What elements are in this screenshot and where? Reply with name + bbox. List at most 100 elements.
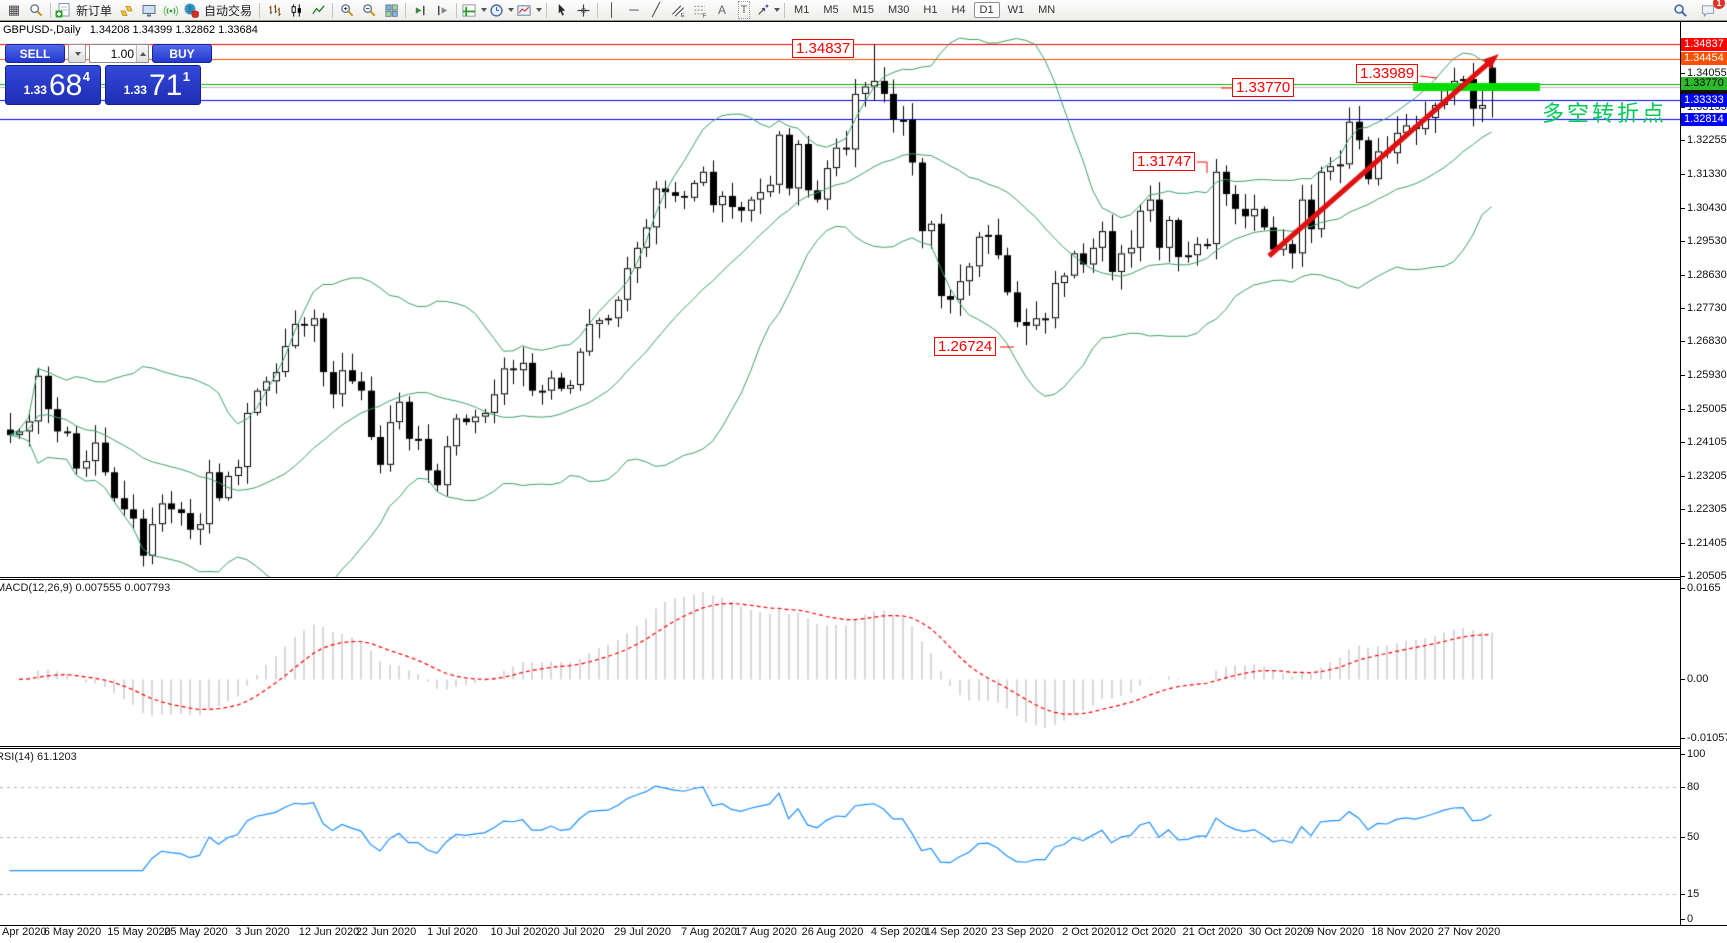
text-label-tool-icon[interactable]: T <box>733 1 755 19</box>
timeframe-strip: M1 M5 M15 M30 H1 H4 D1 W1 MN <box>788 2 1061 18</box>
trendline-tool-icon[interactable]: ╱ <box>652 2 660 17</box>
price-callout-box[interactable]: 1.26724 <box>934 337 997 356</box>
profiles-icon[interactable] <box>25 1 47 19</box>
price-callout-box[interactable]: 1.34837 <box>792 39 855 58</box>
price-callout-box[interactable]: 1.31747 <box>1133 152 1196 171</box>
date-tick-label: 21 Oct 2020 <box>1182 926 1243 938</box>
date-tick-label: 23 Sep 2020 <box>991 926 1054 938</box>
rsi-axis-label: 0 <box>1681 913 1693 925</box>
price-tick-label: 1.34055 <box>1681 67 1727 79</box>
price-callout-box[interactable]: 1.33770 <box>1232 78 1295 97</box>
search-icon[interactable] <box>1669 1 1691 19</box>
fibonacci-tool-icon[interactable]: F <box>689 1 711 19</box>
chevron-down-icon <box>536 8 543 12</box>
deposit-icon[interactable] <box>116 1 138 19</box>
date-tick-label: 12 Jun 2020 <box>298 926 360 938</box>
panel-dropdown-button[interactable] <box>68 44 86 63</box>
crosshair-tool-icon[interactable] <box>572 1 594 19</box>
buy-price-main: 71 <box>148 69 183 102</box>
auto-scroll-icon[interactable] <box>409 1 431 19</box>
rsi-panel-canvas[interactable] <box>0 748 1680 925</box>
macd-axis-label: 0.0165 <box>1681 582 1721 594</box>
timeframe-button-m30[interactable]: M30 <box>888 4 910 16</box>
timeframe-button-w1[interactable]: W1 <box>1007 4 1025 16</box>
date-tick-label: 12 Oct 2020 <box>1116 926 1176 938</box>
price-tick-label: 1.21405 <box>1681 537 1727 549</box>
zoom-out-icon[interactable] <box>358 1 380 19</box>
timeframe-button-d1[interactable]: D1 <box>973 2 1000 18</box>
main-macd-separator2[interactable] <box>0 579 1680 580</box>
indicators-menu-button[interactable] <box>460 1 488 19</box>
rsi-axis-label: 100 <box>1681 748 1705 760</box>
new-chart-icon[interactable]: ▦ <box>7 2 21 17</box>
tile-windows-icon[interactable] <box>380 1 402 19</box>
price-tick-label: 1.31330 <box>1681 168 1727 180</box>
main-chart-canvas[interactable] <box>0 21 1680 577</box>
volume-input[interactable] <box>90 46 136 61</box>
toolbar: ▦ 新订单 自动交易 <box>0 0 1727 21</box>
date-tick-label: 25 May 2020 <box>164 926 228 938</box>
level-price-label: 1.32814 <box>1681 112 1727 126</box>
macd-panel-canvas[interactable] <box>0 580 1680 746</box>
candlestick-mode-icon[interactable] <box>285 1 307 19</box>
chat-icon[interactable]: 1 <box>1697 0 1725 19</box>
level-price-label: 1.33770 <box>1681 77 1727 91</box>
sell-price-main: 68 <box>48 69 83 102</box>
periods-menu-button[interactable] <box>488 1 515 19</box>
rsi-axis-label: 80 <box>1681 781 1699 793</box>
timeframe-button-m15[interactable]: M15 <box>852 4 874 16</box>
date-tick-label: 1 Jul 2020 <box>427 926 478 938</box>
text-tool-icon[interactable]: A <box>718 3 727 17</box>
date-axis: Apr 2020 6 May 2020 15 May 2020 25 May 2020… <box>0 926 1680 943</box>
timeframe-button-h1[interactable]: H1 <box>923 4 938 16</box>
date-tick-label: 9 Nov 2020 <box>1307 926 1365 938</box>
price-callout-box[interactable]: 1.33989 <box>1356 64 1419 83</box>
cursor-tool-icon[interactable] <box>550 1 572 19</box>
chart-shift-icon[interactable] <box>431 1 453 19</box>
level-price-label: 1.33333 <box>1681 93 1727 107</box>
timeframe-button-m5[interactable]: M5 <box>823 4 839 16</box>
toolbar-separator <box>259 2 261 18</box>
terminal-icon[interactable] <box>138 1 160 19</box>
new-order-button[interactable]: 新订单 <box>54 1 116 19</box>
price-tick-label: 1.26830 <box>1681 335 1727 347</box>
toolbar-separator <box>784 2 786 18</box>
date-tick-label: 6 May 2020 <box>43 926 102 938</box>
buy-button[interactable]: BUY <box>152 44 212 63</box>
svg-text:E: E <box>681 13 685 18</box>
date-tick-label: 17 Aug 2020 <box>735 926 797 938</box>
volume-stepper[interactable] <box>136 45 148 62</box>
sell-price-box[interactable]: 1.33 68 4 <box>5 65 101 105</box>
price-tick-label: 1.30430 <box>1681 202 1727 214</box>
chart-text-annotation[interactable]: 多空转折点 <box>1542 101 1668 126</box>
timeframe-button-m1[interactable]: M1 <box>794 4 810 16</box>
timeframe-button-h4[interactable]: H4 <box>951 4 966 16</box>
toolbar-separator <box>456 2 458 18</box>
date-axis-border <box>0 925 1727 926</box>
autotrading-label: 自动交易 <box>204 3 253 18</box>
channel-tool-icon[interactable]: E <box>667 1 689 19</box>
buy-price-pip: 1 <box>182 69 190 84</box>
autotrading-button[interactable]: 自动交易 <box>182 1 256 19</box>
macd-rsi-separator[interactable] <box>0 746 1680 747</box>
buy-price-box[interactable]: 1.33 71 1 <box>105 65 201 105</box>
toolbar-right-group: 1 <box>1669 0 1727 19</box>
chevron-down-icon <box>481 8 488 12</box>
vertical-line-tool-icon[interactable]: │ <box>607 2 617 17</box>
sell-button[interactable]: SELL <box>5 44 65 63</box>
signals-icon[interactable] <box>160 1 182 19</box>
new-order-label: 新订单 <box>76 3 113 18</box>
price-axis-border <box>1680 21 1681 925</box>
horizontal-line-tool-icon[interactable]: ─ <box>629 2 639 17</box>
arrows-tool-button[interactable] <box>755 1 781 19</box>
line-chart-mode-icon[interactable] <box>307 1 329 19</box>
bar-chart-mode-icon[interactable] <box>263 1 285 19</box>
chevron-down-icon <box>774 8 781 12</box>
rsi-indicator-label: RSI(14) 61.1203 <box>0 751 77 763</box>
zoom-in-icon[interactable] <box>336 1 358 19</box>
price-tick-label: 1.28630 <box>1681 269 1727 281</box>
timeframe-button-mn[interactable]: MN <box>1038 4 1056 16</box>
main-macd-separator[interactable] <box>0 577 1680 578</box>
templates-menu-button[interactable] <box>515 1 543 19</box>
